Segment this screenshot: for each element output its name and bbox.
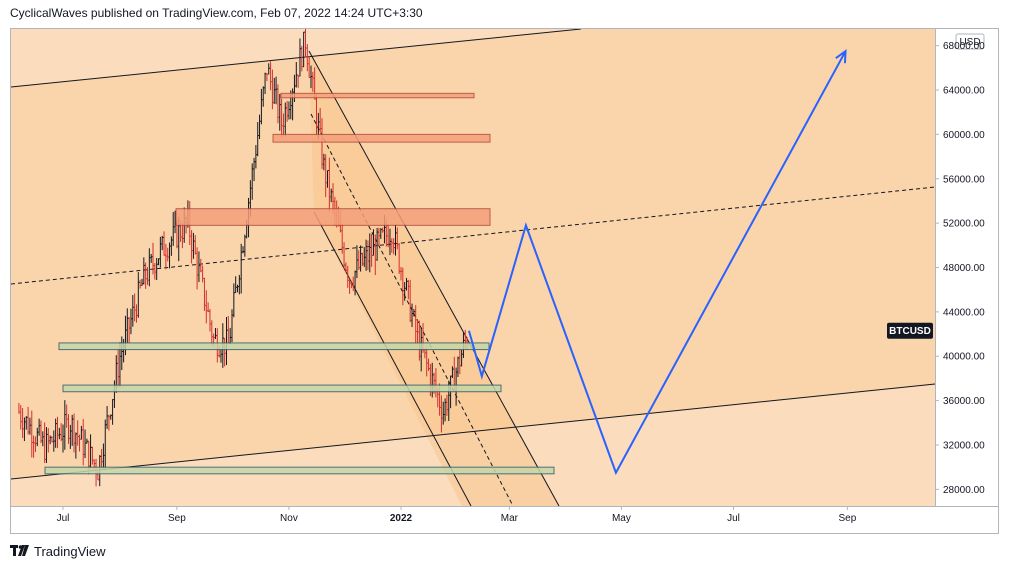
rising-channel-fill xyxy=(11,29,935,479)
price-tick-label: 60000.00 xyxy=(943,130,985,141)
currency-label: USD xyxy=(959,37,980,48)
overlay-drawings xyxy=(44,92,555,475)
projection-arrowhead xyxy=(835,49,847,64)
price-tick-label: 64000.00 xyxy=(943,86,985,97)
time-axis: Jul Sep Nov 2022 Mar May Jul Sep xyxy=(11,506,998,533)
symbol-tag xyxy=(887,322,933,339)
time-tick-label: May xyxy=(612,513,631,524)
price-axis-background xyxy=(935,29,998,506)
price-tick-label: 36000.00 xyxy=(943,396,985,407)
time-tick-label: Mar xyxy=(501,513,519,524)
projection-path xyxy=(468,49,847,476)
price-tick-label: 48000.00 xyxy=(943,263,985,274)
price-tick-label: 44000.00 xyxy=(943,307,985,318)
supply-zone xyxy=(175,208,491,226)
desc-channel-upper-line xyxy=(308,50,560,507)
channel-lower-line xyxy=(11,383,936,480)
footer-brand-text: TradingView xyxy=(34,543,106,559)
price-tick-label: 28000.00 xyxy=(943,485,985,496)
channel-upper-line xyxy=(11,29,582,88)
demand-zone xyxy=(62,384,502,393)
price-tick-label: 32000.00 xyxy=(943,440,985,451)
price-axis: USD 28000.00 32000.00 36000.00 40000.00 44000… xyxy=(887,29,998,533)
time-tick-label: Nov xyxy=(280,513,298,524)
supply-zone xyxy=(272,133,491,143)
desc-channel-lower-line xyxy=(313,211,472,507)
supply-zone xyxy=(280,92,475,99)
time-tick-label: Sep xyxy=(168,513,186,524)
chart-publish-header: CyclicalWaves published on TradingView.c… xyxy=(10,6,423,20)
demand-zone xyxy=(44,466,555,475)
demand-zone xyxy=(58,342,490,351)
time-tick-label: 2022 xyxy=(390,513,413,524)
time-tick-label: Jul xyxy=(727,513,740,524)
projection-line xyxy=(468,50,847,476)
symbol-tag-label: BTCUSD xyxy=(889,326,931,337)
currency-box xyxy=(955,33,985,50)
price-tick-label: 68000.00 xyxy=(943,41,985,52)
time-tick-label: Sep xyxy=(838,513,856,524)
tradingview-logo-icon xyxy=(10,545,29,556)
price-tick-label: 40000.00 xyxy=(943,352,985,363)
channel-median-line xyxy=(11,186,936,285)
price-tick-label: 52000.00 xyxy=(943,219,985,230)
price-chart[interactable]: USD 28000.00 32000.00 36000.00 40000.00 44000… xyxy=(11,29,999,534)
time-axis-background xyxy=(11,506,998,533)
time-tick-label: Jul xyxy=(57,513,70,524)
price-tick-label: 56000.00 xyxy=(943,174,985,185)
drawings-layer xyxy=(11,29,936,507)
footer-brand: TradingView xyxy=(10,542,106,560)
chart-frame[interactable]: USD 28000.00 32000.00 36000.00 40000.00 44000… xyxy=(10,28,999,534)
